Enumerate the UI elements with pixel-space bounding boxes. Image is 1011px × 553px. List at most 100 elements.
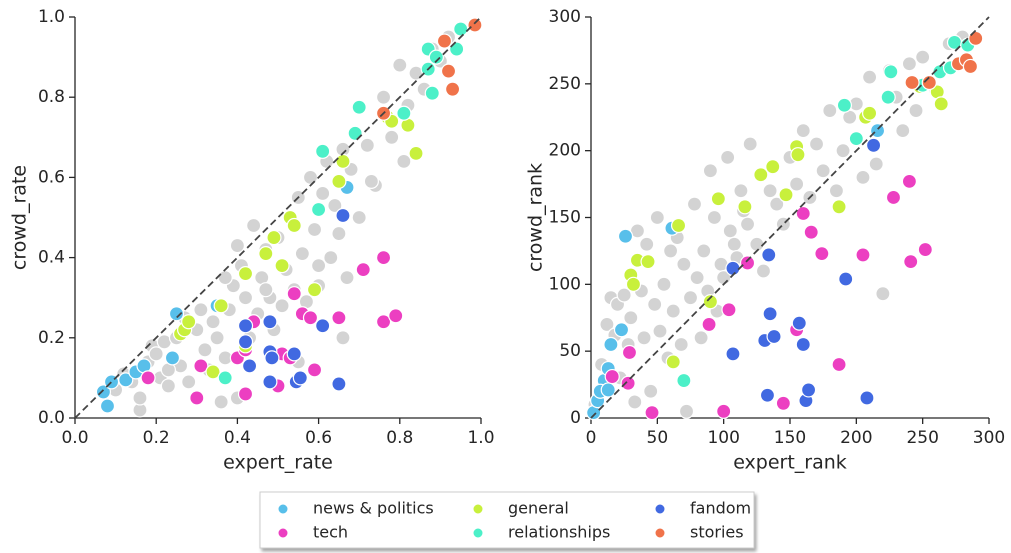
legend-label: general bbox=[508, 499, 569, 518]
point bbox=[678, 403, 695, 419]
point bbox=[855, 169, 871, 185]
point bbox=[262, 314, 278, 330]
point bbox=[315, 143, 331, 159]
point bbox=[639, 236, 655, 252]
point bbox=[968, 30, 984, 46]
point bbox=[822, 102, 838, 119]
x-tick-label: 0.4 bbox=[224, 428, 251, 448]
point bbox=[331, 376, 347, 392]
point bbox=[766, 328, 782, 345]
point bbox=[725, 260, 741, 276]
point bbox=[315, 185, 331, 202]
point bbox=[625, 276, 642, 292]
point bbox=[901, 56, 918, 72]
legend-marker bbox=[654, 503, 666, 515]
point bbox=[665, 354, 681, 370]
point bbox=[908, 102, 924, 119]
point bbox=[286, 346, 302, 362]
legend-marker bbox=[654, 527, 666, 539]
point bbox=[311, 258, 327, 274]
point bbox=[428, 49, 444, 65]
point bbox=[467, 17, 483, 33]
point bbox=[217, 370, 233, 386]
point bbox=[901, 173, 918, 190]
point bbox=[620, 375, 636, 391]
x-axis-label: expert_rate bbox=[223, 452, 333, 474]
x-tick-label: 250 bbox=[906, 428, 938, 448]
y-tick-label: 0 bbox=[570, 408, 581, 428]
point bbox=[294, 245, 310, 262]
point bbox=[828, 183, 845, 199]
point bbox=[189, 390, 205, 406]
y-tick-label: 250 bbox=[549, 74, 581, 94]
point bbox=[351, 209, 367, 226]
point bbox=[726, 236, 742, 252]
point bbox=[933, 96, 949, 112]
point bbox=[306, 362, 323, 378]
point bbox=[375, 89, 392, 105]
point bbox=[662, 243, 679, 259]
point bbox=[164, 350, 181, 366]
point bbox=[355, 262, 371, 278]
point bbox=[302, 310, 319, 326]
point bbox=[689, 270, 705, 286]
point bbox=[613, 322, 630, 338]
point bbox=[831, 356, 847, 373]
point bbox=[440, 63, 457, 79]
point bbox=[205, 364, 221, 380]
x-tick-label: 0.2 bbox=[143, 428, 170, 448]
y-tick-label: 0.8 bbox=[38, 87, 65, 107]
point bbox=[861, 69, 878, 85]
legend-label: news & politics bbox=[313, 499, 434, 518]
point bbox=[140, 370, 156, 386]
point bbox=[739, 216, 756, 232]
point bbox=[962, 58, 979, 75]
legend-marker bbox=[472, 503, 484, 515]
point bbox=[836, 97, 852, 113]
point bbox=[742, 136, 758, 152]
point bbox=[880, 89, 896, 105]
point bbox=[769, 196, 785, 212]
point bbox=[915, 49, 931, 65]
point bbox=[449, 41, 465, 57]
point bbox=[599, 316, 615, 333]
point bbox=[838, 271, 854, 287]
point bbox=[331, 173, 347, 190]
point bbox=[652, 323, 668, 339]
point bbox=[656, 276, 672, 292]
point bbox=[917, 241, 933, 258]
point bbox=[274, 258, 290, 274]
point bbox=[375, 250, 392, 266]
point bbox=[453, 21, 469, 37]
point bbox=[803, 224, 819, 240]
point bbox=[331, 225, 347, 242]
point bbox=[644, 405, 660, 421]
point bbox=[868, 156, 884, 172]
point bbox=[237, 334, 254, 350]
point bbox=[716, 403, 732, 419]
x-axis-label: expert_rank bbox=[733, 452, 847, 474]
point bbox=[237, 266, 254, 282]
point bbox=[99, 398, 116, 414]
point bbox=[181, 314, 197, 330]
point bbox=[831, 199, 847, 215]
y-axis-label: crowd_rate bbox=[9, 165, 31, 270]
point bbox=[749, 236, 765, 252]
x-tick-label: 0.0 bbox=[61, 428, 88, 448]
point bbox=[197, 342, 213, 358]
point bbox=[855, 247, 871, 263]
point bbox=[721, 302, 737, 318]
y-tick-label: 200 bbox=[549, 141, 581, 161]
point bbox=[647, 296, 663, 312]
point bbox=[217, 270, 233, 286]
y-tick-label: 50 bbox=[559, 341, 581, 361]
point bbox=[627, 394, 643, 410]
point bbox=[193, 302, 209, 318]
point bbox=[327, 197, 343, 214]
y-axis-label: crowd_rank bbox=[525, 163, 547, 272]
point bbox=[408, 145, 424, 161]
point bbox=[702, 163, 719, 179]
point bbox=[761, 247, 777, 263]
point bbox=[335, 153, 351, 169]
